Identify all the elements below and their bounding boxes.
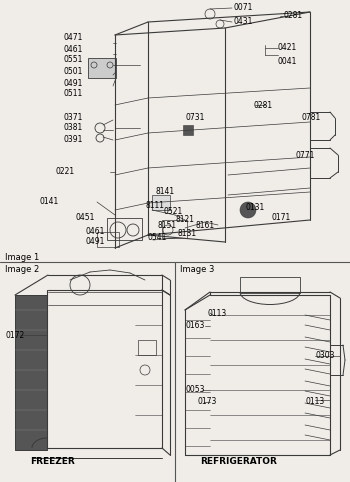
Text: 0113: 0113 [305,398,324,406]
Text: 8161: 8161 [196,222,215,230]
Text: 0041: 0041 [278,57,298,67]
Text: 8141: 8141 [155,187,174,197]
Bar [162,220,187,238]
Text: 0281: 0281 [283,12,302,21]
Text: 0551: 0551 [63,55,82,65]
Bar [183,125,193,135]
Text: 0141: 0141 [40,198,59,206]
Text: 0511: 0511 [63,89,82,97]
Text: Image 1: Image 1 [5,253,39,262]
Text: 0521: 0521 [163,207,182,216]
Text: Image 2: Image 2 [5,266,39,275]
Text: 0391: 0391 [63,134,82,144]
Text: 0491: 0491 [85,238,104,246]
Text: 0461: 0461 [85,228,104,237]
Bar [138,340,156,355]
Text: 0171: 0171 [272,214,291,223]
Text: 8121: 8121 [175,214,194,224]
Text: 0303: 0303 [315,350,335,360]
Bar [15,295,47,450]
Bar [240,277,300,293]
Text: 8111: 8111 [145,201,164,210]
Text: 0501: 0501 [63,67,82,77]
Bar [97,232,119,247]
Text: 0173: 0173 [197,398,216,406]
Text: 0431: 0431 [233,17,252,27]
Text: 0461: 0461 [63,44,82,54]
Text: 0781: 0781 [301,113,320,122]
Text: 0541: 0541 [148,233,167,242]
Text: 0113: 0113 [207,308,226,318]
Text: 0491: 0491 [63,79,82,88]
Text: Image 3: Image 3 [180,266,214,275]
Text: 0451: 0451 [75,214,94,223]
Text: 0771: 0771 [295,150,314,160]
Text: 0281: 0281 [253,101,272,109]
Text: 0421: 0421 [278,43,297,53]
Text: 0371: 0371 [63,113,82,122]
Text: 0471: 0471 [63,34,82,42]
Text: 0163: 0163 [185,321,204,331]
Text: FREEZER: FREEZER [30,457,75,467]
Text: 0053: 0053 [185,386,204,394]
Text: 0071: 0071 [233,3,252,13]
Text: 0221: 0221 [55,168,74,176]
Text: REFRIGERATOR: REFRIGERATOR [200,457,277,467]
Text: 0731: 0731 [185,113,204,122]
Bar [88,58,116,78]
Bar [107,218,142,240]
Text: 8151: 8151 [158,222,177,230]
Text: 0131: 0131 [245,203,264,213]
Text: 0172: 0172 [5,331,24,339]
Bar [152,195,170,210]
Text: 0381: 0381 [63,123,82,133]
Circle shape [240,202,256,218]
Text: 8131: 8131 [178,228,197,238]
